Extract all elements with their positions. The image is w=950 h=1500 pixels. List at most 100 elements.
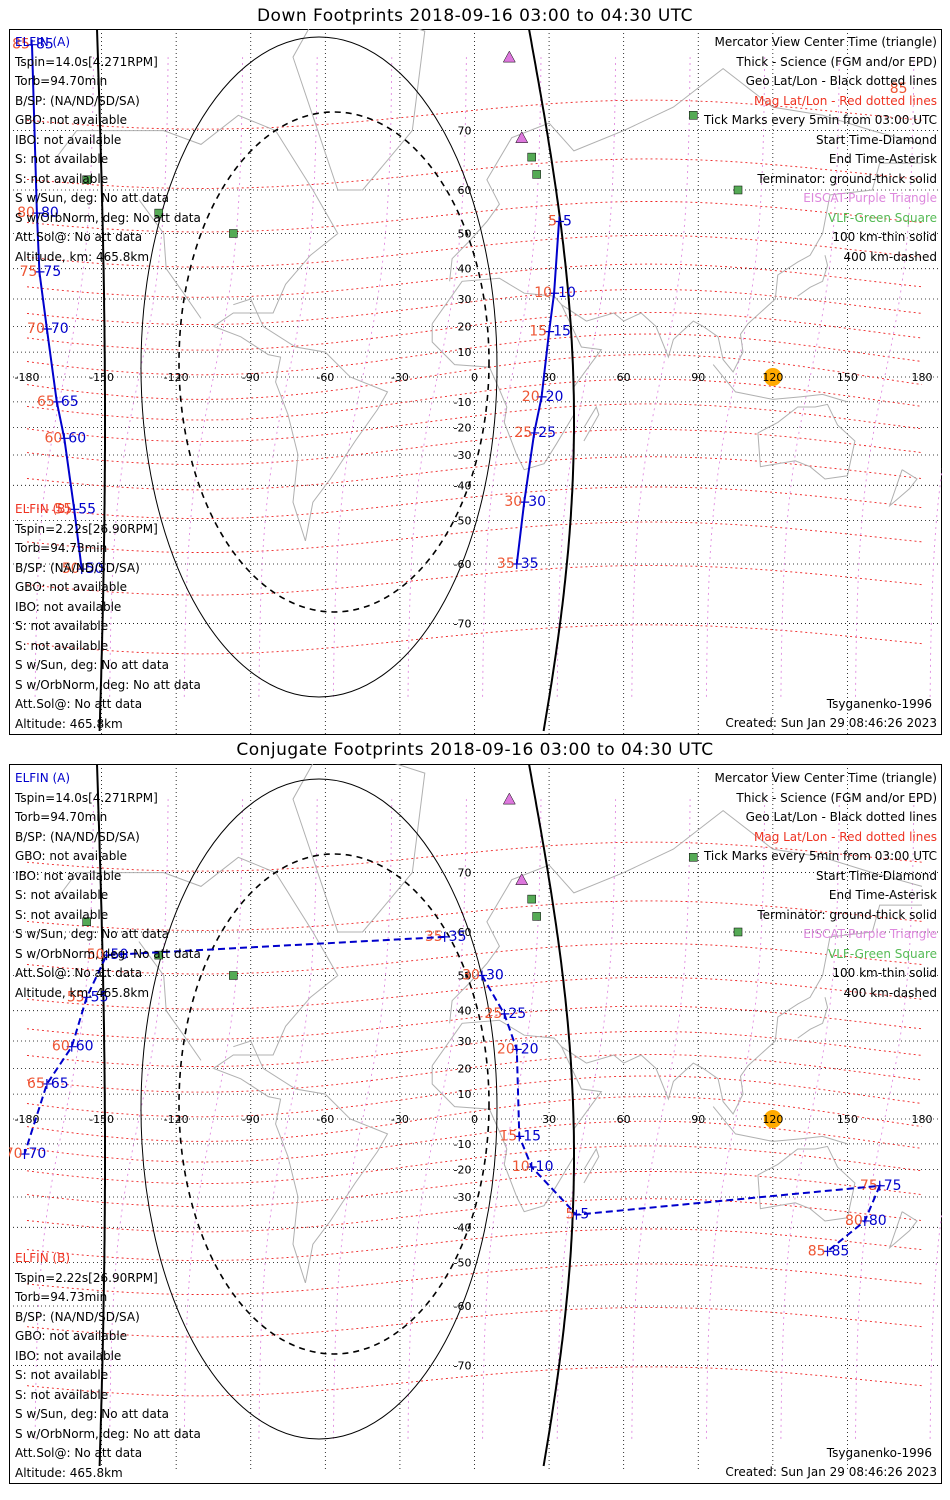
elfin-b-line: S w/OrbNorm, deg: No att data — [15, 677, 201, 692]
elfin-a-line: Altitude, km: 465.8km — [15, 249, 150, 264]
lat-tick-label: 60 — [458, 926, 472, 939]
track-time-label-b: 25 — [514, 425, 532, 441]
elfin-b-line: IBO: not available — [15, 1348, 122, 1363]
coastline — [56, 114, 389, 542]
lat-tick-label: -10 — [454, 396, 472, 409]
lon-tick-label: 60 — [617, 1113, 631, 1126]
down-footprints-title: Down Footprints 2018-09-16 03:00 to 04:3… — [256, 6, 694, 26]
elfin-a-line: Torb=94.70min — [15, 810, 108, 824]
track-time-label-a: 50 — [86, 561, 104, 577]
elfin-b-line: GBO: not available — [15, 1329, 128, 1343]
elfin-b-line: S w/Sun, deg: No att data — [15, 1407, 169, 1421]
track-time-label-a: 15 — [523, 1128, 541, 1144]
created-label: Created: Sun Jan 29 08:46:26 2023 — [725, 716, 937, 730]
vlf-square — [689, 111, 698, 120]
lat-tick-label: -10 — [454, 1138, 472, 1151]
elfin-a-line: Att.Sol@: No att data — [15, 966, 143, 980]
track-time-label-b: 10 — [512, 1159, 530, 1175]
lon-tick-label: -30 — [391, 1113, 409, 1126]
legend-item: Thick - Science (FGM and/or EPD) — [736, 790, 937, 805]
vlf-square — [154, 950, 164, 960]
track-time-label-b: 35 — [425, 929, 443, 945]
mag-latitude-line — [26, 1120, 923, 1163]
legend-item: EISCAT-Purple Triangle — [803, 927, 937, 941]
track-time-label-b: 65 — [37, 394, 55, 410]
track-time-label-a: 65 — [51, 1076, 69, 1092]
elfin-b-line: IBO: not available — [15, 599, 122, 614]
lat-tick-label: -20 — [454, 422, 472, 435]
mag-longitude-line — [34, 799, 94, 1439]
track-time-label-b: 60 — [44, 430, 62, 446]
track-time-label-a: 20 — [546, 389, 564, 405]
coastline — [888, 469, 918, 508]
coastline — [431, 277, 603, 471]
lon-tick-label: 30 — [542, 1113, 556, 1126]
lon-tick-label: -120 — [164, 371, 189, 384]
lat-tick-label: -60 — [454, 1300, 472, 1313]
elfin-a-line: S: not available — [15, 907, 109, 922]
track-time-label-a: 10 — [558, 285, 576, 301]
lon-tick-label: 0 — [471, 1113, 478, 1126]
mag-longitude-line — [705, 57, 766, 697]
sun-icon — [763, 368, 782, 386]
vlf-square — [82, 917, 91, 927]
coastline — [583, 1147, 600, 1184]
terminator-west — [96, 29, 106, 732]
elfin-b-line: Tspin=2.22s[26.90RPM] — [15, 1270, 158, 1285]
elfin-a-line: Torb=94.70min — [15, 74, 108, 88]
elfin-a-line: B/SP: (NA/ND/SD/SA) — [15, 93, 140, 108]
vlf-square — [154, 208, 164, 218]
legend-item: 100 km-thin solid — [832, 966, 937, 980]
elfin-a-line: Altitude, km: 465.8km — [15, 985, 150, 1000]
track-time-label-b: 55 — [67, 989, 85, 1005]
lon-tick-label: -90 — [242, 1113, 260, 1126]
lon-tick-label: -150 — [89, 1113, 114, 1126]
elfin-a-info-bottom: ELFIN (A) Tspin=14.0s[4.271RPM] Torb=94.… — [15, 769, 201, 1003]
legend-item: Tick Marks every 5min from 03:00 UTC — [703, 113, 937, 127]
vlf-square — [733, 927, 743, 937]
coastline — [431, 1019, 603, 1213]
lat-tick-label: -40 — [454, 479, 472, 492]
elfin-a-line: B/SP: (NA/ND/SD/SA) — [15, 829, 140, 844]
elfin-a-line: S: not available — [15, 888, 109, 902]
track-time-label-b: 75 — [20, 264, 38, 280]
elfin-a-line: GBO: not available — [15, 113, 128, 127]
track-time-label-a: 75 — [43, 264, 61, 280]
mag-longitude-line — [556, 57, 617, 697]
mag-longitude-line — [855, 57, 915, 697]
track-time-label-a: 60 — [76, 1039, 94, 1055]
elfin-a-label: ELFIN (A) — [15, 771, 71, 785]
elfin-track — [515, 221, 560, 565]
lat-tick-label: 20 — [458, 320, 472, 333]
lon-tick-label: 120 — [762, 371, 783, 384]
mag-latitude-line — [26, 311, 923, 351]
track-time-label-b: 85 — [808, 1243, 826, 1259]
lat-tick-label: 40 — [458, 263, 472, 276]
lon-tick-label: -180 — [15, 1113, 40, 1126]
legend-item: Thick - Science (FGM and/or EPD) — [736, 54, 937, 69]
coastline — [888, 1211, 918, 1250]
track-time-label-a: 25 — [538, 425, 556, 441]
conjugate-footprints-title: Conjugate Footprints 2018-09-16 03:00 to… — [236, 740, 714, 760]
mag-latitude-line — [26, 354, 923, 400]
track-time-label-b: 70 — [9, 1146, 23, 1162]
mag-longitude-line — [631, 799, 691, 1439]
down-footprints-panel — [9, 29, 942, 735]
eiscat-triangle — [515, 131, 529, 143]
track-time-label-b: 30 — [504, 494, 522, 510]
elfin-b-line: Torb=94.73min — [15, 541, 108, 555]
elfin-a-info-top: ELFIN (A) Tspin=14.0s[4.271RPM] Torb=94.… — [15, 33, 201, 267]
lon-tick-label: -180 — [15, 371, 40, 384]
legend-item: Mag Lat/Lon - Red dotted lines — [753, 93, 937, 108]
elfin-b-line: S: not available — [15, 1387, 109, 1402]
mag-longitude-line — [556, 799, 617, 1439]
elfin-a-line: Tspin=14.0s[4.271RPM] — [15, 54, 158, 69]
loop-400km — [178, 853, 490, 1355]
lon-tick-label: 120 — [762, 1113, 783, 1126]
mag-latitude-line — [26, 1096, 923, 1142]
elfin-b-line: Tspin=2.22s[26.90RPM] — [15, 521, 158, 536]
lat-tick-label: 40 — [458, 1005, 472, 1018]
mag-longitude-line — [855, 799, 915, 1439]
track-time-label-b: 80 — [17, 205, 35, 221]
track-time-label-a: 35 — [521, 556, 539, 572]
